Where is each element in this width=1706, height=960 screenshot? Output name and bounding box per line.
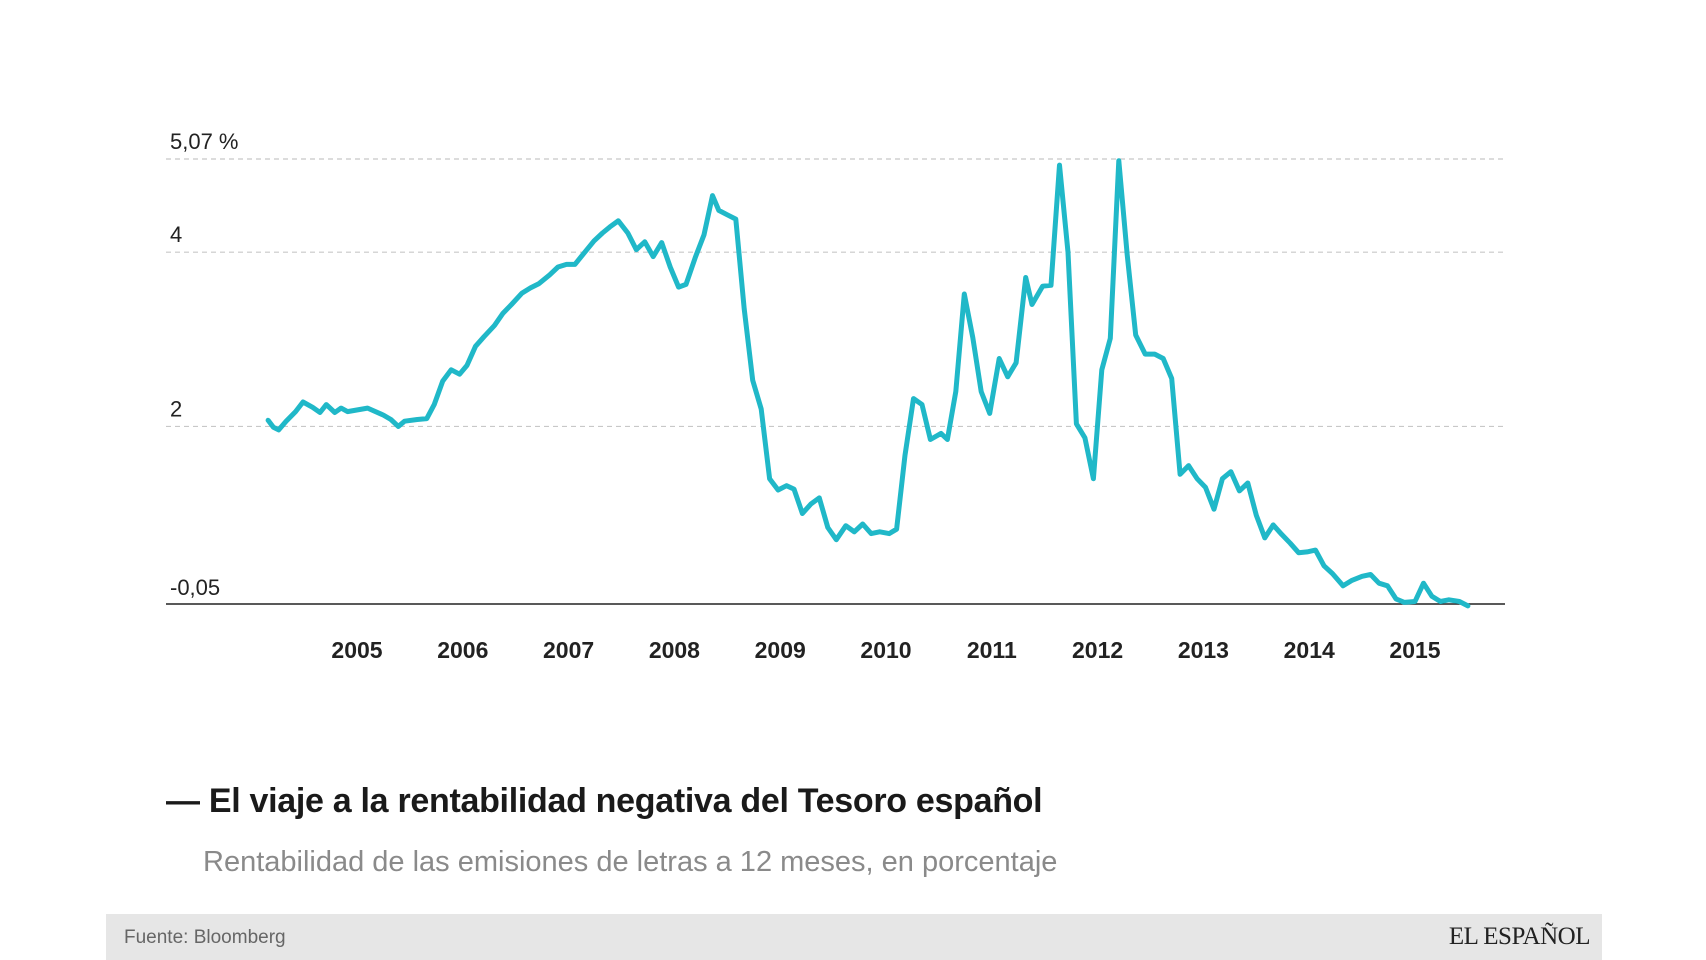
x-tick-label: 2012 [1072,637,1123,663]
x-tick-label: 2015 [1389,637,1440,663]
x-tick-label: 2006 [437,637,488,663]
chart-title: — El viaje a la rentabilidad negativa de… [166,782,1043,820]
x-tick-label: 2009 [755,637,806,663]
y-tick-label: 2 [170,396,182,421]
y-tick-label: 4 [170,222,182,247]
y-axis-labels: 5,07 % 4 2 -0,05 [170,129,239,600]
x-tick-label: 2007 [543,637,594,663]
x-tick-label: 2013 [1178,637,1229,663]
chart-subtitle: Rentabilidad de las emisiones de letras … [203,846,1058,878]
y-tick-label: -0,05 [170,575,220,600]
y-tick-label: 5,07 % [170,129,239,154]
x-tick-label: 2005 [331,637,382,663]
series-line-0 [265,158,1471,609]
x-tick-label: 2008 [649,637,700,663]
x-tick-label: 2014 [1284,637,1335,663]
brand-logo: EL ESPAÑOL [1448,923,1591,950]
footer-bar: Fuente: Bloomberg EL ESPAÑOL [106,914,1602,960]
x-axis-labels: 2005 2006 2007 2008 2009 2010 2011 2012 2013 2014… [331,637,1440,663]
series-layer [265,158,1471,609]
x-tick-label: 2011 [967,637,1017,663]
line-chart: 5,07 %42-0,05 2005 2006 2007 2008 2009 2010 20… [166,129,1505,663]
x-tick-label: 2010 [860,637,911,663]
grid-lines [166,158,1505,428]
source-note: Fuente: Bloomberg [124,927,286,948]
